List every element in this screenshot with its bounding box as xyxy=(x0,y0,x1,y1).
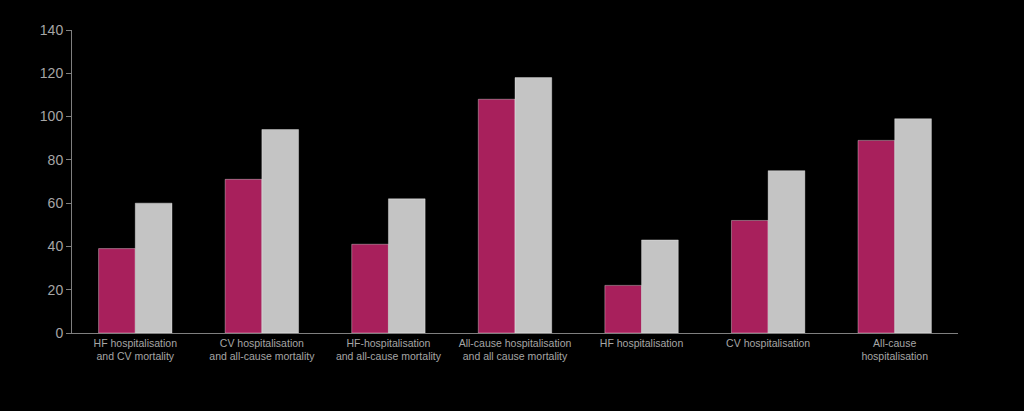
svg-text:HF hospitalisation: HF hospitalisation xyxy=(600,337,684,349)
svg-text:60: 60 xyxy=(48,195,64,211)
svg-text:CV hospitalisation: CV hospitalisation xyxy=(726,337,810,349)
svg-text:140: 140 xyxy=(40,22,64,38)
svg-text:All-cause hospitalisationand a: All-cause hospitalisationand all cause m… xyxy=(459,337,572,363)
svg-text:20: 20 xyxy=(48,282,64,298)
svg-text:HF-hospitalisationand all-caus: HF-hospitalisationand all-cause mortalit… xyxy=(336,337,442,363)
svg-text:40: 40 xyxy=(48,238,64,254)
svg-text:HF hospitalisationand CV morta: HF hospitalisationand CV mortality xyxy=(94,337,178,363)
svg-text:All-causehospitalisation: All-causehospitalisation xyxy=(861,337,928,363)
svg-text:120: 120 xyxy=(40,65,64,81)
svg-text:80: 80 xyxy=(48,152,64,168)
svg-text:0: 0 xyxy=(55,325,63,341)
svg-text:100: 100 xyxy=(40,108,64,124)
svg-text:CV hospitalisationand all-caus: CV hospitalisationand all-cause mortalit… xyxy=(209,337,315,363)
